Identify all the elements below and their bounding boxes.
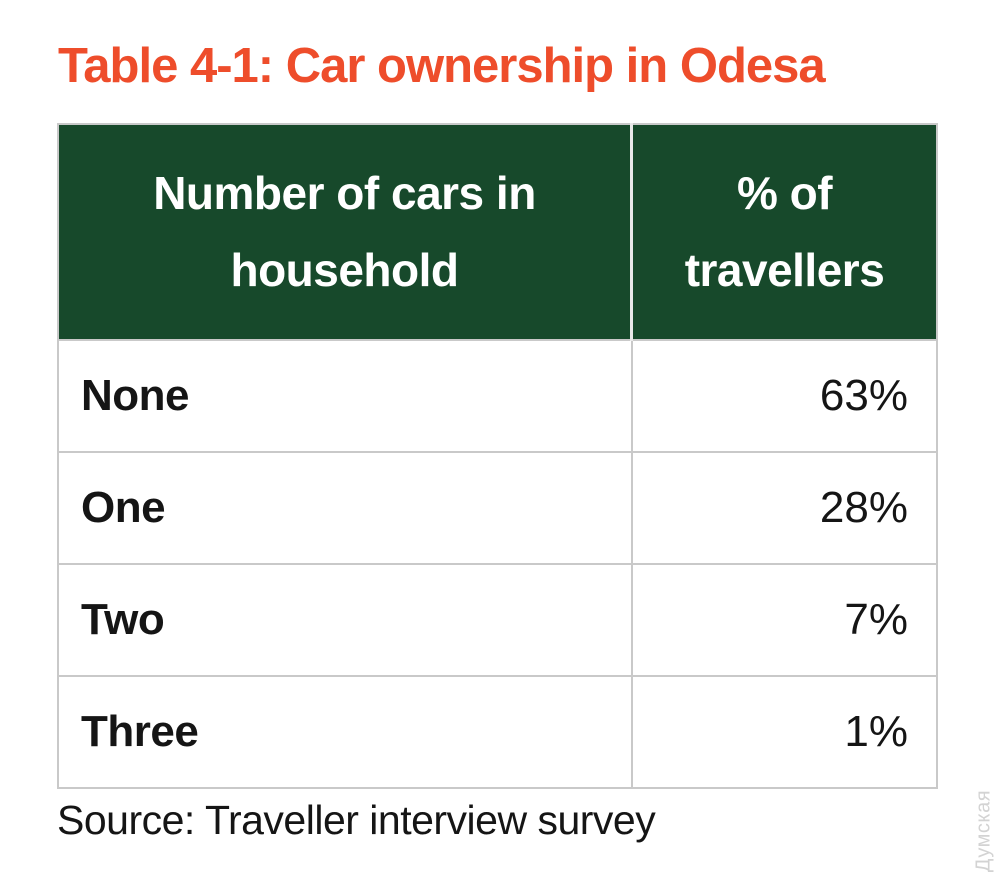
col-header-percent-travellers: % of travellers <box>630 123 938 341</box>
row-label-three: Three <box>57 675 633 789</box>
row-label-two: Two <box>57 563 633 677</box>
row-value-none: 63% <box>630 339 938 453</box>
header-row: Number of cars in household % of travell… <box>57 123 938 341</box>
table-row: Two 7% <box>57 563 938 677</box>
source-note: Source: Traveller interview survey <box>57 797 656 843</box>
table-row: None 63% <box>57 339 938 453</box>
col-header-number-of-cars: Number of cars in household <box>57 123 633 341</box>
car-ownership-table: Number of cars in household % of travell… <box>57 123 938 789</box>
row-value-three: 1% <box>630 675 938 789</box>
table-row: One 28% <box>57 451 938 565</box>
table-row: Three 1% <box>57 675 938 789</box>
row-value-two: 7% <box>630 563 938 677</box>
row-value-one: 28% <box>630 451 938 565</box>
watermark: Думская <box>972 789 995 873</box>
row-label-one: One <box>57 451 633 565</box>
row-label-none: None <box>57 339 633 453</box>
table-caption: Table 4-1: Car ownership in Odesa <box>58 39 826 93</box>
